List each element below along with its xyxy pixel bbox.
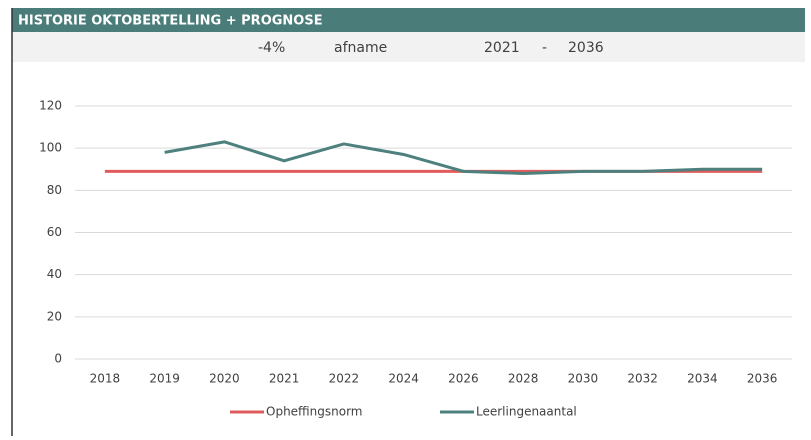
y-tick-label: 60 (47, 225, 62, 239)
x-tick-label: 2026 (448, 372, 479, 386)
x-tick-label: 2020 (209, 372, 240, 386)
x-tick-label: 2018 (90, 372, 121, 386)
summary-separator: - (542, 40, 547, 56)
legend-label: Opheffingsnorm (266, 405, 363, 419)
x-tick-label: 2036 (747, 372, 778, 386)
legend-label: Leerlingenaantal (476, 405, 577, 419)
x-tick-label: 2024 (388, 372, 419, 386)
summary-to: 2036 (568, 40, 604, 56)
x-tick-label: 2034 (687, 372, 718, 386)
header-bar (12, 8, 805, 32)
header-title: HISTORIE OKTOBERTELLING + PROGNOSE (18, 14, 323, 29)
x-tick-label: 2022 (329, 372, 360, 386)
y-tick-label: 20 (47, 309, 62, 323)
x-tick-label: 2019 (149, 372, 180, 386)
x-tick-label: 2032 (627, 372, 658, 386)
x-tick-label: 2021 (269, 372, 300, 386)
x-tick-label: 2028 (508, 372, 539, 386)
y-tick-label: 120 (39, 99, 62, 113)
x-tick-label: 2030 (568, 372, 599, 386)
summary-change: -4% (258, 40, 285, 56)
summary-from: 2021 (484, 40, 520, 56)
summary-bar (12, 32, 805, 62)
y-tick-label: 100 (39, 141, 62, 155)
y-tick-label: 80 (47, 183, 62, 197)
y-tick-label: 0 (54, 352, 62, 366)
y-tick-label: 40 (47, 267, 62, 281)
series-line (164, 140, 763, 175)
summary-trend: afname (334, 40, 387, 56)
